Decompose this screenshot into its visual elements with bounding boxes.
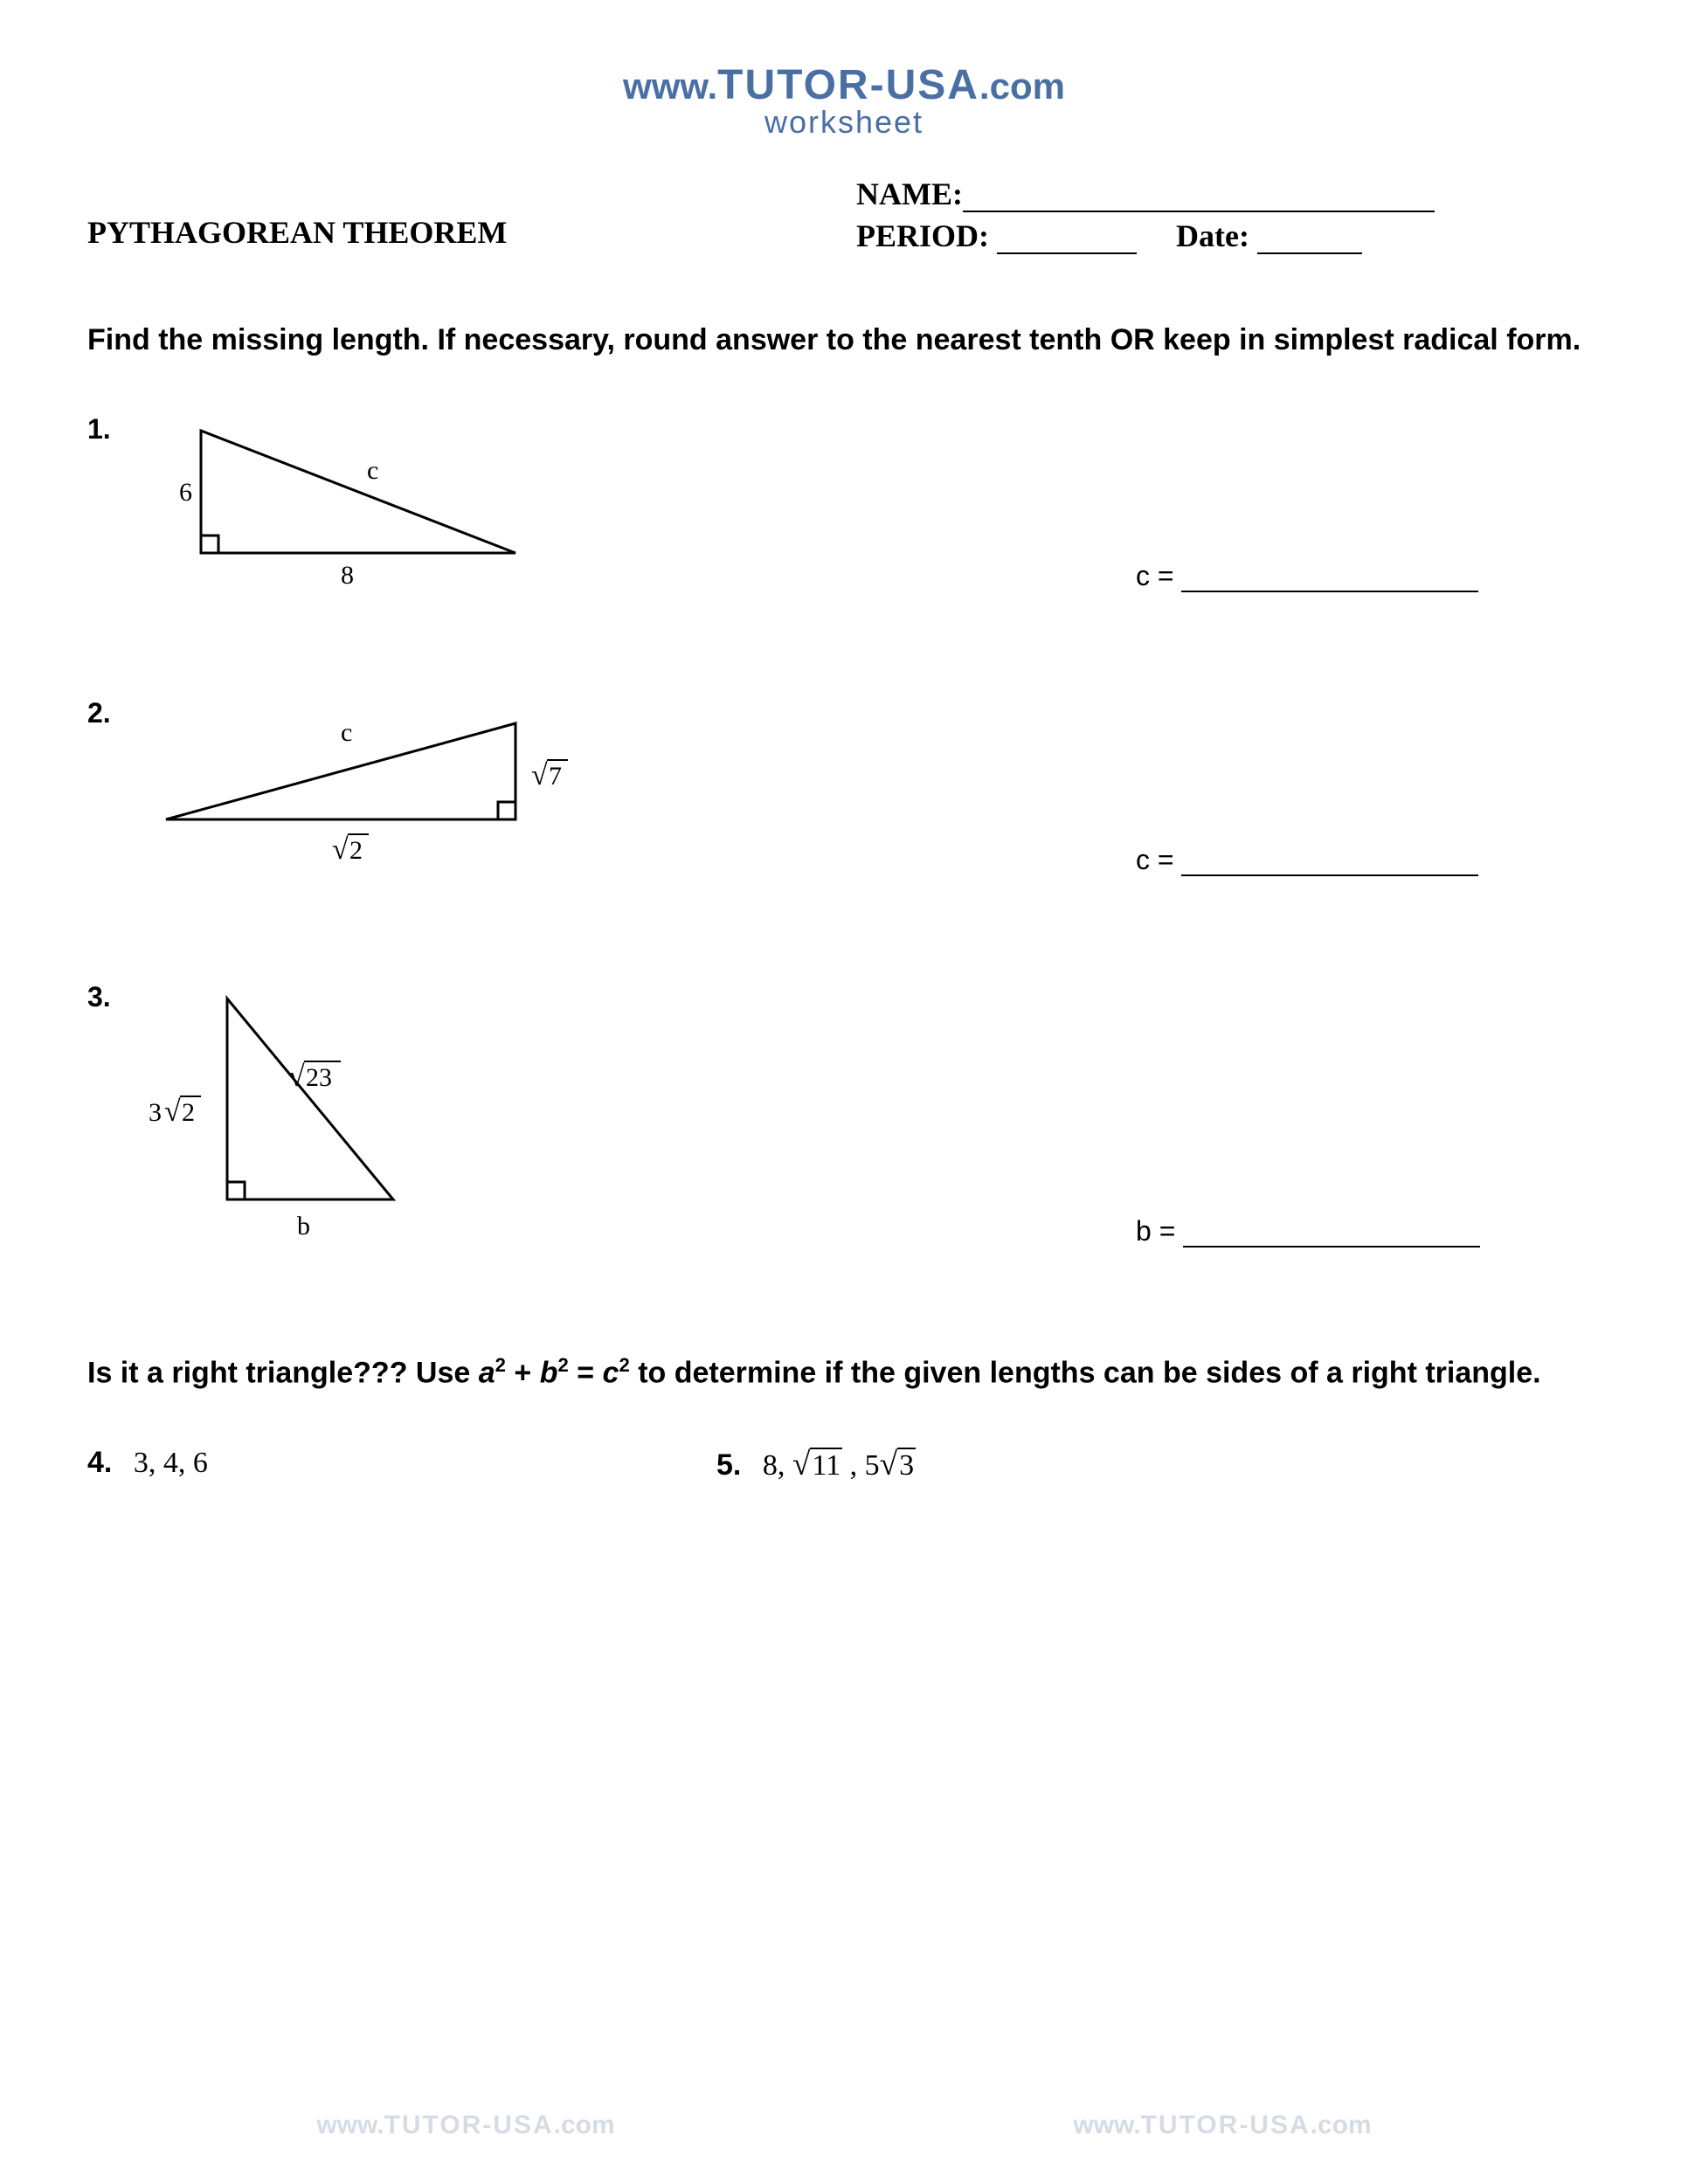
formula-b-exp: 2 bbox=[557, 1354, 568, 1376]
triangle-2-sqrt7-sym: √ bbox=[531, 759, 548, 791]
problem-5-number: 5. bbox=[716, 1448, 741, 1482]
section2-pre: Is it a right triangle??? Use bbox=[87, 1356, 479, 1389]
problem-3-answer: b = bbox=[1136, 1215, 1480, 1248]
problem-4-text: 3, 4, 6 bbox=[134, 1447, 208, 1479]
footer-com-l: .com bbox=[554, 2111, 615, 2139]
triangle-3-side-b: b bbox=[297, 1212, 310, 1241]
footer-right: www.TUTOR-USA.com bbox=[844, 2111, 1601, 2140]
problem-5: 5. 8, 11 , 5 3 bbox=[716, 1446, 1601, 1483]
formula-a-exp: 2 bbox=[495, 1354, 506, 1376]
student-info: NAME: PERIOD: Date: bbox=[856, 176, 1601, 259]
name-line: NAME: bbox=[856, 176, 1601, 212]
triangle-2-side-a: 7 bbox=[549, 762, 562, 791]
triangle-3: 3 √ 2 √ 23 b bbox=[140, 981, 507, 1248]
triangle-1-side-b: 8 bbox=[341, 561, 354, 588]
footer-tutor-r: TUTOR-USA bbox=[1141, 2111, 1311, 2139]
problem-3-left: 3. 3 √ 2 √ 23 b bbox=[87, 981, 1136, 1248]
triangle-2-side-c: c bbox=[341, 718, 352, 747]
problem-1-answer: c = bbox=[1136, 560, 1478, 592]
logo-line-1: www.TUTOR-USA.com bbox=[87, 61, 1601, 109]
triangle-3-svg: 3 √ 2 √ 23 b bbox=[140, 981, 507, 1243]
section2-instructions: Is it a right triangle??? Use a2 + b2 = … bbox=[87, 1352, 1601, 1393]
triangle-3-sqrt23-sym: √ bbox=[288, 1061, 305, 1093]
problem-2-row: 2. c √ 7 √ 2 c = bbox=[87, 697, 1601, 876]
problem-5-sqrt3: 3 bbox=[880, 1446, 917, 1483]
period-blank[interactable] bbox=[997, 219, 1137, 254]
problem-5-sqrt11: 11 bbox=[792, 1446, 842, 1483]
triangle-1-svg: 6 8 c bbox=[140, 413, 542, 588]
triangle-2: c √ 7 √ 2 bbox=[140, 697, 594, 876]
triangle-1-shape bbox=[201, 431, 515, 553]
problem-2-answer: c = bbox=[1136, 844, 1478, 876]
problem-2-left: 2. c √ 7 √ 2 bbox=[87, 697, 1136, 876]
triangle-3-coeff: 3 bbox=[149, 1098, 162, 1127]
triangle-1-side-a: 6 bbox=[179, 478, 192, 507]
period-date-line: PERIOD: Date: bbox=[856, 218, 1601, 254]
formula-b: b bbox=[540, 1356, 558, 1389]
footer-tutor-l: TUTOR-USA bbox=[384, 2111, 554, 2139]
triangle-3-side-a: 2 bbox=[182, 1098, 195, 1127]
problem-5-lead: 8, bbox=[763, 1449, 792, 1482]
problem-1-number: 1. bbox=[87, 413, 140, 446]
footer-www-r: www. bbox=[1073, 2111, 1140, 2139]
logo-www: www. bbox=[623, 66, 717, 107]
problem-2-number: 2. bbox=[87, 697, 140, 729]
triangle-2-svg: c √ 7 √ 2 bbox=[140, 697, 594, 872]
answer-2-var: c = bbox=[1136, 844, 1174, 875]
period-label: PERIOD: bbox=[856, 218, 989, 253]
right-angle-icon bbox=[227, 1182, 245, 1199]
triangle-3-sqrt2-sym: √ bbox=[164, 1095, 181, 1128]
footer-com-r: .com bbox=[1311, 2111, 1372, 2139]
problem-1-row: 1. 6 8 c c = bbox=[87, 413, 1601, 592]
logo-com: .com bbox=[979, 66, 1065, 107]
formula-a: a bbox=[479, 1356, 495, 1389]
logo-header: www.TUTOR-USA.com worksheet bbox=[87, 61, 1601, 141]
problem-3-row: 3. 3 √ 2 √ 23 b bbox=[87, 981, 1601, 1248]
triangle-2-side-b: 2 bbox=[349, 836, 363, 865]
date-blank[interactable] bbox=[1257, 219, 1362, 254]
problem-3-number: 3. bbox=[87, 981, 140, 1013]
logo-tutor: TUTOR-USA bbox=[717, 62, 979, 108]
problem-5-r1: 11 bbox=[810, 1448, 842, 1482]
problem-5-r2: 3 bbox=[897, 1448, 916, 1482]
worksheet-title: PYTHAGOREAN THEOREM bbox=[87, 176, 856, 259]
logo-subtitle: worksheet bbox=[87, 104, 1601, 141]
footer-left: www.TUTOR-USA.com bbox=[87, 2111, 844, 2140]
answer-2-blank[interactable] bbox=[1181, 846, 1478, 876]
answer-3-blank[interactable] bbox=[1183, 1217, 1480, 1248]
problem-5-mid: , 5 bbox=[842, 1449, 880, 1482]
name-blank[interactable] bbox=[963, 177, 1435, 212]
triangle-1-side-c: c bbox=[367, 456, 378, 485]
section1-instructions: Find the missing length. If necessary, r… bbox=[87, 321, 1601, 361]
footer-www-l: www. bbox=[316, 2111, 384, 2139]
formula-c: c bbox=[603, 1356, 619, 1389]
section-2: Is it a right triangle??? Use a2 + b2 = … bbox=[87, 1352, 1601, 1483]
triangle-2-sqrt2-sym: √ bbox=[332, 833, 349, 866]
problem-4: 4. 3, 4, 6 bbox=[87, 1446, 716, 1483]
answer-3-var: b = bbox=[1136, 1215, 1175, 1247]
problem-4-number: 4. bbox=[87, 1446, 112, 1479]
formula-c-exp: 2 bbox=[619, 1354, 629, 1376]
date-label: Date: bbox=[1176, 218, 1249, 253]
triangle-3-shape bbox=[227, 999, 393, 1199]
triangle-1: 6 8 c bbox=[140, 413, 542, 592]
section2-post: to determine if the given lengths can be… bbox=[630, 1356, 1541, 1389]
name-label: NAME: bbox=[856, 176, 963, 211]
answer-1-blank[interactable] bbox=[1181, 562, 1478, 592]
right-angle-icon bbox=[498, 802, 515, 819]
worksheet-page: www.TUTOR-USA.com worksheet PYTHAGOREAN … bbox=[0, 0, 1688, 2184]
footer-watermark: www.TUTOR-USA.com www.TUTOR-USA.com bbox=[0, 2111, 1688, 2140]
header-row: PYTHAGOREAN THEOREM NAME: PERIOD: Date: bbox=[87, 176, 1601, 259]
right-angle-icon bbox=[201, 536, 218, 553]
answer-1-var: c = bbox=[1136, 560, 1174, 591]
triangle-3-hyp: 23 bbox=[306, 1063, 332, 1092]
problems-4-5-row: 4. 3, 4, 6 5. 8, 11 , 5 3 bbox=[87, 1446, 1601, 1483]
problem-1-left: 1. 6 8 c bbox=[87, 413, 1136, 592]
